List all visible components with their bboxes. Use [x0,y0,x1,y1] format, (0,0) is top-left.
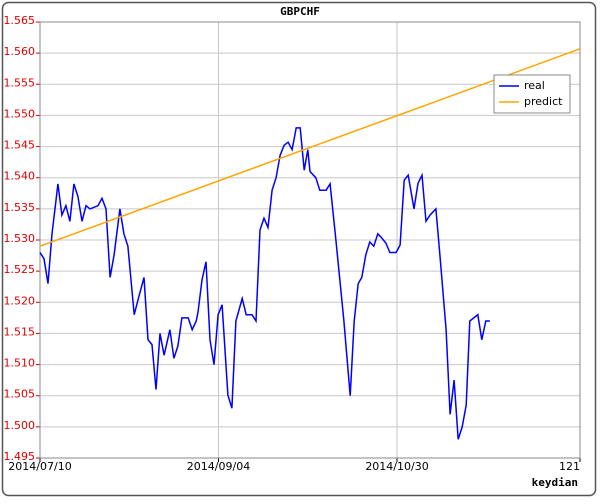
x-axis-label: keydian [532,476,578,489]
legend-label: predict [524,95,563,108]
legend-box [493,74,571,114]
y-tick-label: 1.505 [4,388,36,401]
chart-title: GBPCHF [280,5,320,18]
legend: real predict [493,74,571,114]
line-series [39,127,490,440]
y-tick-label: 1.495 [4,450,36,463]
y-tick-label: 1.565 [4,14,36,27]
x-tick-label: 121 [559,460,580,473]
y-tick-label: 1.530 [4,232,36,245]
x-tick-label: 2014/07/10 [8,460,71,473]
y-tick-label: 1.510 [4,357,36,370]
y-tick-label: 1.525 [4,263,36,276]
plot-border [39,21,581,459]
x-tick-label: 2014/09/04 [187,460,250,473]
legend-label: real [524,79,545,92]
y-tick-label: 1.520 [4,294,36,307]
line-series [39,48,581,247]
y-tick-label: 1.550 [4,107,36,120]
y-tick-label: 1.515 [4,325,36,338]
y-tick-label: 1.545 [4,139,36,152]
y-tick-label: 1.540 [4,170,36,183]
y-tick-label: 1.555 [4,76,36,89]
y-tick-label: 1.535 [4,201,36,214]
y-tick-label: 1.560 [4,45,36,58]
x-tick-label: 2014/10/30 [365,460,428,473]
y-tick-label: 1.500 [4,419,36,432]
